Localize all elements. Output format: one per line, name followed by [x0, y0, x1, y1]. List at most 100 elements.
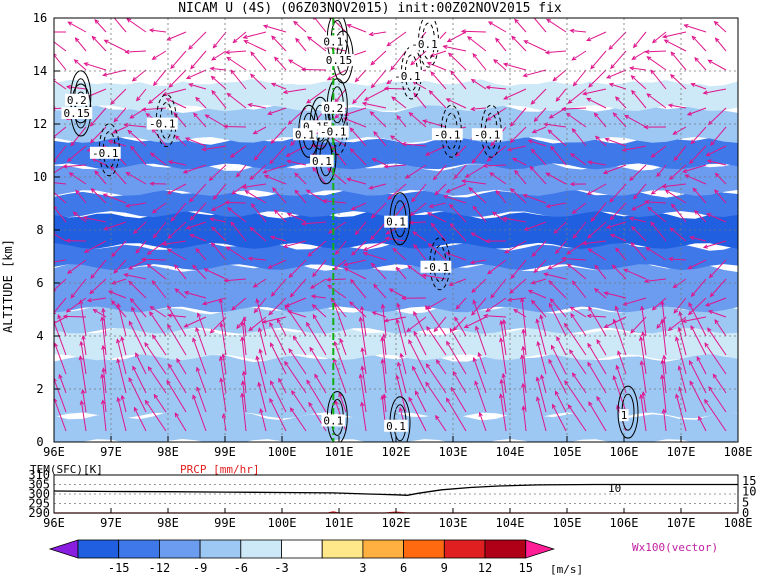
colorbar-tick: 12	[478, 561, 492, 575]
wind-vector	[678, 366, 687, 394]
colorbar-tick: -15	[108, 561, 130, 575]
wind-vector-head	[482, 163, 488, 169]
wind-vector	[54, 41, 67, 52]
colorbar-tick: 6	[400, 561, 407, 575]
wind-vector-head	[70, 141, 75, 147]
wind-vector	[548, 359, 567, 394]
wind-vector	[479, 412, 487, 432]
wind-vector	[531, 88, 547, 105]
wind-vector	[133, 221, 147, 234]
wind-vector	[288, 310, 307, 318]
wind-vector	[63, 164, 87, 168]
wind-vector	[371, 263, 387, 280]
wind-vector	[521, 298, 527, 337]
contour-labels: -0.10.10.15-0.10.20.20.15-0.1 0.150.1 -0.1…	[61, 35, 629, 433]
wind-vector	[230, 221, 247, 242]
wind-vector-head	[380, 394, 385, 400]
wind-vector	[604, 292, 627, 299]
wind-vector	[569, 349, 587, 375]
wind-vector-head	[189, 233, 195, 239]
wind-vector	[211, 226, 227, 242]
wind-vector	[687, 107, 707, 116]
wind-vector	[683, 164, 707, 173]
wind-vector-head	[544, 50, 550, 55]
wind-vector	[504, 240, 527, 254]
wind-vector-head	[269, 321, 274, 327]
wind-vector-head	[47, 37, 51, 41]
wind-vector	[210, 67, 227, 71]
wind-vector-head	[145, 113, 151, 118]
wind-vector	[596, 396, 607, 413]
wind-vector-head	[521, 345, 526, 351]
wind-vector	[594, 112, 607, 128]
wind-vector	[136, 88, 147, 101]
wind-vector	[413, 331, 427, 356]
wind-vector-head	[101, 307, 106, 313]
wind-vector-head	[569, 306, 575, 311]
wind-vector	[670, 74, 687, 90]
wind-vector	[531, 240, 547, 257]
wind-vector	[443, 45, 467, 52]
wind-vector-head	[587, 361, 592, 367]
wind-vector-head	[269, 235, 275, 240]
wind-vector	[500, 394, 507, 432]
wind-vector-head	[370, 235, 375, 241]
wind-vector-head	[73, 59, 79, 64]
wind-vector-head	[694, 56, 699, 62]
y-tick-label: 10	[33, 170, 47, 184]
wind-vector-head	[522, 72, 528, 78]
wind-vector-head	[610, 64, 615, 70]
wind-vector	[609, 83, 627, 90]
wind-vector	[128, 377, 147, 413]
wind-vector-head	[631, 225, 636, 231]
wind-vector-head	[42, 30, 46, 33]
wind-vector-head	[543, 272, 549, 277]
surface-x-tick-label: 105E	[553, 516, 582, 530]
wind-vector	[715, 37, 727, 52]
wind-vector-head	[609, 215, 615, 221]
wind-vector	[679, 311, 687, 337]
wind-vector	[670, 51, 687, 71]
wind-vector-head	[184, 137, 191, 142]
wind-vector-head	[472, 299, 477, 305]
wind-vector-head	[306, 379, 311, 385]
wind-vector-head	[487, 269, 493, 275]
wind-vector	[333, 302, 347, 337]
contour-label: 0.1	[295, 128, 315, 141]
wind-vector	[231, 297, 247, 311]
wind-vector	[211, 76, 227, 90]
wind-vector	[147, 264, 167, 280]
wind-vector-head	[547, 265, 553, 270]
wind-vector	[63, 315, 87, 318]
wind-vector-head	[582, 91, 588, 96]
wind-vector	[349, 301, 367, 318]
wind-vector	[397, 362, 407, 394]
wind-vector-head	[289, 292, 295, 298]
wind-vector	[54, 377, 67, 413]
wind-vector	[79, 356, 87, 394]
wind-vector-head	[530, 100, 536, 105]
wind-vector-head	[615, 364, 620, 370]
colorbar-box	[484, 539, 527, 559]
wind-vector	[351, 202, 367, 210]
wind-vector-head	[314, 373, 319, 379]
wind-vector-head	[395, 266, 401, 272]
wind-vector-head	[54, 377, 57, 382]
wind-vector-head	[587, 342, 592, 348]
wind-vector	[570, 153, 587, 166]
wind-vector-head	[92, 309, 98, 314]
wind-vector-head	[78, 299, 84, 305]
wind-vector	[631, 75, 647, 90]
wind-vector-head	[454, 316, 459, 322]
wind-vector-head	[192, 337, 197, 343]
wind-vector-head	[373, 283, 378, 289]
wind-vector-head	[146, 250, 152, 255]
wind-vector-head	[617, 350, 622, 356]
wind-vector-head	[521, 405, 526, 411]
wind-vector-head	[349, 127, 355, 133]
wind-vector	[302, 68, 327, 71]
wind-vector-head	[54, 320, 57, 324]
wind-vector	[500, 338, 507, 375]
wind-vector-head	[293, 20, 298, 26]
wind-vector-head	[593, 112, 599, 118]
